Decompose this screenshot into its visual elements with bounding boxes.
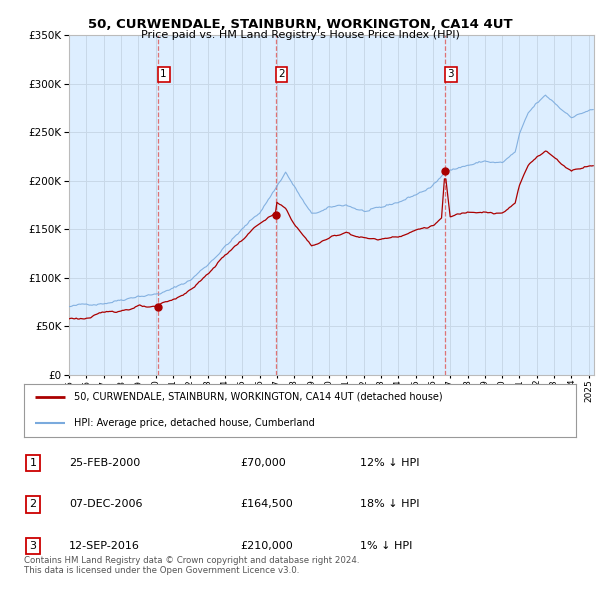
Text: 1% ↓ HPI: 1% ↓ HPI <box>360 541 412 550</box>
Text: 25-FEB-2000: 25-FEB-2000 <box>69 458 140 468</box>
Text: 1: 1 <box>160 70 167 80</box>
Text: £210,000: £210,000 <box>240 541 293 550</box>
Text: 12% ↓ HPI: 12% ↓ HPI <box>360 458 419 468</box>
Text: Price paid vs. HM Land Registry's House Price Index (HPI): Price paid vs. HM Land Registry's House … <box>140 30 460 40</box>
Text: 3: 3 <box>29 541 37 550</box>
Text: 50, CURWENDALE, STAINBURN, WORKINGTON, CA14 4UT: 50, CURWENDALE, STAINBURN, WORKINGTON, C… <box>88 18 512 31</box>
Text: £70,000: £70,000 <box>240 458 286 468</box>
Text: 2: 2 <box>29 500 37 509</box>
Text: £164,500: £164,500 <box>240 500 293 509</box>
Text: Contains HM Land Registry data © Crown copyright and database right 2024.
This d: Contains HM Land Registry data © Crown c… <box>24 556 359 575</box>
Text: 07-DEC-2006: 07-DEC-2006 <box>69 500 143 509</box>
Text: 2: 2 <box>278 70 285 80</box>
Text: 3: 3 <box>448 70 454 80</box>
Text: 50, CURWENDALE, STAINBURN, WORKINGTON, CA14 4UT (detached house): 50, CURWENDALE, STAINBURN, WORKINGTON, C… <box>74 392 442 402</box>
Text: 12-SEP-2016: 12-SEP-2016 <box>69 541 140 550</box>
Text: 1: 1 <box>29 458 37 468</box>
Text: HPI: Average price, detached house, Cumberland: HPI: Average price, detached house, Cumb… <box>74 418 314 428</box>
Text: 18% ↓ HPI: 18% ↓ HPI <box>360 500 419 509</box>
